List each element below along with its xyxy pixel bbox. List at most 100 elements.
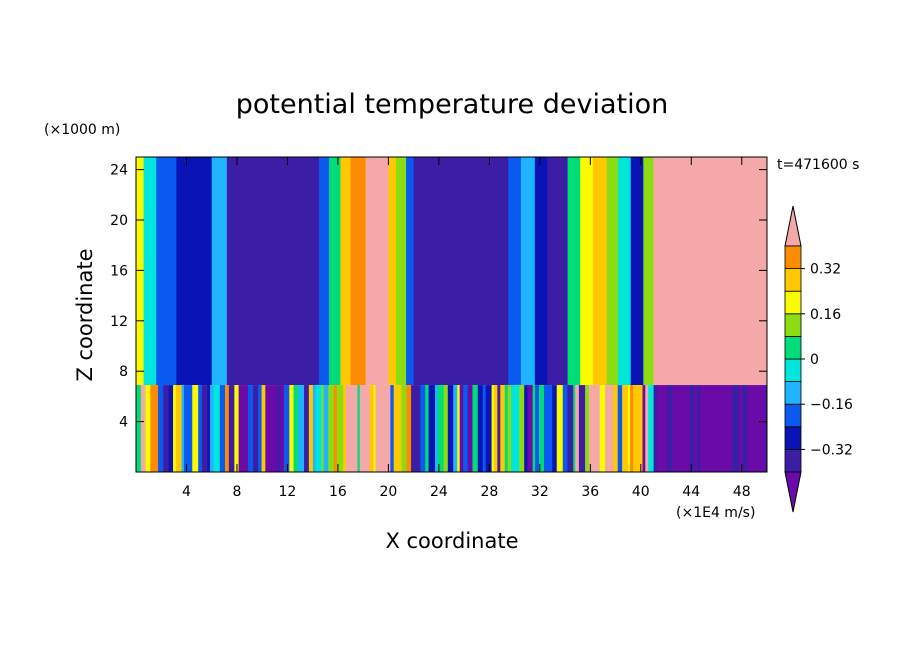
- contour-band-22: [606, 157, 619, 386]
- lower-strip-26: [253, 385, 259, 472]
- lower-strip-65: [406, 385, 412, 472]
- lower-strip-16: [207, 385, 211, 472]
- lower-strip-80: [467, 385, 471, 472]
- contour-field: [136, 157, 767, 472]
- lower-strip-72: [435, 385, 438, 472]
- lower-strip-27: [258, 385, 263, 472]
- contour-band-25: [643, 157, 655, 386]
- lower-strip-127: [656, 385, 663, 472]
- contour-band-15: [508, 157, 522, 386]
- colorbar-lower-arrow: [784, 471, 802, 513]
- lower-strip-56: [369, 385, 375, 472]
- y-axis: 4 8 12 16 20 24: [110, 163, 767, 431]
- contour-band-3: [176, 157, 213, 386]
- lower-strip-52: [357, 385, 361, 472]
- lower-strip-11: [183, 385, 190, 472]
- lower-strip-19: [219, 385, 226, 472]
- contour-band-7: [329, 157, 342, 386]
- colorbar-label-1: 0.16: [810, 307, 841, 323]
- lower-strip-88: [497, 385, 501, 472]
- lower-strip-89: [500, 385, 506, 472]
- lower-strip-73: [437, 385, 445, 472]
- lower-strip-91: [507, 385, 512, 472]
- lower-strip-66: [411, 385, 417, 472]
- lower-strip-43: [321, 385, 325, 472]
- lower-strip-61: [390, 385, 395, 472]
- colorbar-label-0: 0.32: [810, 262, 841, 278]
- lower-strip-12: [189, 385, 193, 472]
- lower-strip-124: [645, 385, 649, 472]
- lower-strip-34: [283, 385, 290, 472]
- lower-strip-0: [136, 385, 142, 472]
- lower-strip-33: [280, 385, 285, 472]
- colorbar-box-4: [784, 358, 802, 383]
- colorbar-box-6: [784, 313, 802, 337]
- x-tick-label-6: 28: [480, 484, 498, 500]
- lower-strip-122: [638, 385, 644, 472]
- lower-strip-70: [428, 385, 433, 472]
- lower-strip-118: [622, 385, 629, 472]
- contour-band-2: [156, 157, 177, 386]
- lower-strip-146: [734, 385, 740, 472]
- lower-strip-82: [472, 385, 479, 472]
- lower-strip-59: [380, 385, 387, 472]
- lower-strip-6: [163, 385, 170, 472]
- lower-strip-90: [504, 385, 509, 472]
- contour-band-26: [653, 157, 767, 386]
- x-tick-label-7: 32: [531, 484, 549, 500]
- lower-strip-35: [289, 385, 295, 472]
- lower-strip-144: [726, 385, 733, 472]
- lower-strip-115: [609, 385, 614, 472]
- y-tick-label-3: 16: [110, 263, 128, 279]
- lower-strip-57: [373, 385, 376, 472]
- x-tick-label-1: 8: [232, 484, 241, 500]
- lower-strip-28: [261, 385, 266, 472]
- lower-strip-15: [201, 385, 208, 472]
- x-tick-label-9: 40: [632, 484, 650, 500]
- lower-strip-5: [158, 385, 164, 472]
- lower-strip-93: [514, 385, 520, 472]
- lower-strip-62: [393, 385, 398, 472]
- contour-band-6: [318, 157, 330, 386]
- x-tick-label-8: 36: [581, 484, 599, 500]
- lower-strip-100: [543, 385, 549, 472]
- contour-band-18: [547, 157, 569, 386]
- lower-strip-69: [425, 385, 430, 472]
- x-tick-label-2: 12: [279, 484, 297, 500]
- lower-strip-3: [150, 385, 154, 472]
- x-axis-label: X coordinate: [385, 529, 518, 553]
- lower-strip-30: [269, 385, 273, 472]
- lower-strip-55: [366, 385, 371, 472]
- lower-strip-96: [527, 385, 534, 472]
- lower-strip-104: [562, 385, 568, 472]
- lower-strip-103: [556, 385, 564, 472]
- lower-strip-98: [535, 385, 540, 472]
- lower-strip-101: [548, 385, 553, 472]
- lower-strip-63: [396, 385, 402, 472]
- lower-strip-140: [708, 385, 715, 472]
- lower-strip-46: [333, 385, 338, 472]
- colorbar-label-4: −0.32: [810, 442, 853, 458]
- lower-strip-111: [591, 385, 596, 472]
- lower-strip-22: [234, 385, 240, 472]
- lower-strip-145: [731, 385, 735, 472]
- lower-strip-81: [470, 385, 473, 472]
- x-tick-label-3: 16: [329, 484, 347, 500]
- lower-strip-64: [401, 385, 407, 472]
- lower-strip-138: [700, 385, 705, 472]
- lower-strip-126: [653, 385, 658, 472]
- lower-strip-71: [432, 385, 436, 472]
- lower-strip-84: [482, 385, 487, 472]
- lower-strip-94: [519, 385, 525, 472]
- contour-band-19: [567, 157, 581, 386]
- lower-strip-74: [443, 385, 449, 472]
- contour-band-13: [406, 157, 415, 386]
- contour-band-4: [211, 157, 228, 386]
- lower-strip-9: [175, 385, 183, 472]
- lower-strip-4: [153, 385, 159, 472]
- lower-strip-132: [680, 385, 685, 472]
- contour-band-5: [226, 157, 320, 386]
- lower-strip-95: [524, 385, 528, 472]
- lower-strip-116: [613, 385, 619, 472]
- lower-strip-53: [359, 385, 365, 472]
